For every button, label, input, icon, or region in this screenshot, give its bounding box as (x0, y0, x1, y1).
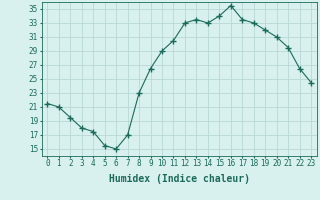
X-axis label: Humidex (Indice chaleur): Humidex (Indice chaleur) (109, 174, 250, 184)
